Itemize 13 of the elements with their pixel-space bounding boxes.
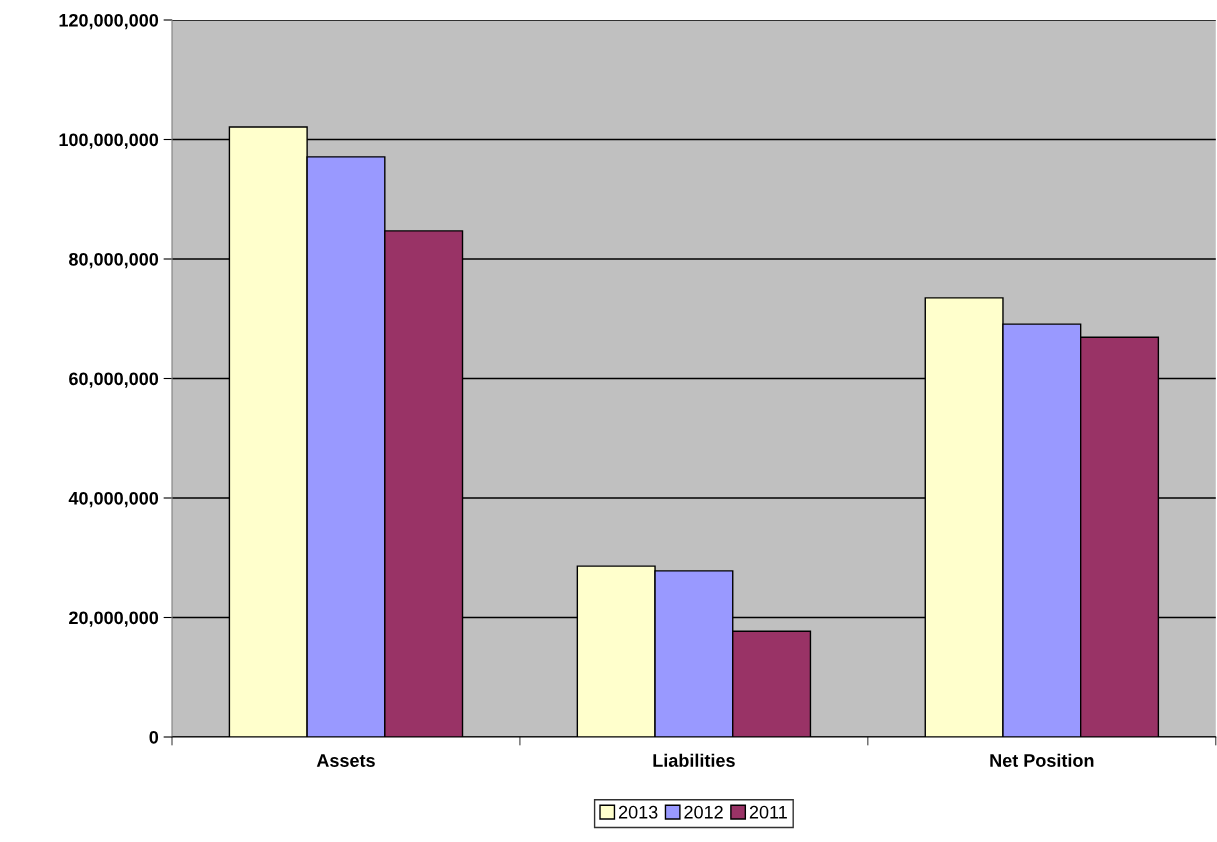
y-tick-label: 100,000,000 [59, 133, 159, 149]
y-tick-label: 40,000,000 [68, 491, 159, 508]
legend-label: 2013 [618, 805, 658, 819]
x-tick-label: Net Position [990, 753, 1094, 767]
x-tick-label: Assets [316, 754, 375, 767]
y-tick-label: 80,000,000 [69, 252, 159, 269]
y-tick-label: 120,000,000 [59, 13, 159, 30]
x-tick-label: Liabilities [653, 753, 735, 767]
legend-label: 2011 [749, 805, 787, 819]
legend-label: 2012 [684, 805, 723, 819]
y-tick-label: 60,000,000 [69, 372, 159, 388]
y-tick-label: 20,000,000 [69, 611, 159, 627]
y-tick-label: 0 [149, 730, 159, 744]
